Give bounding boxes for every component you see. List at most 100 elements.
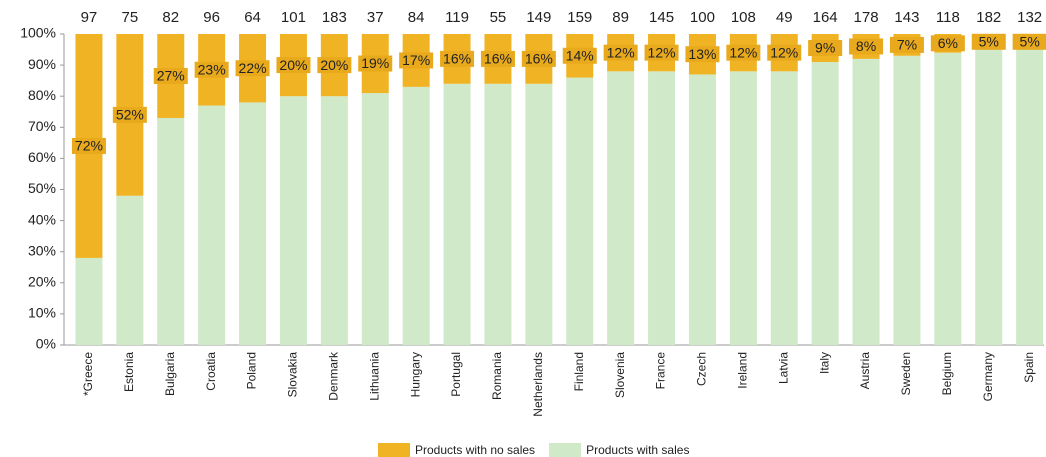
data-label: 19% xyxy=(361,55,389,71)
x-tick-label: Romania xyxy=(490,352,504,400)
bar-segment xyxy=(975,49,1003,346)
data-label: 5% xyxy=(1020,33,1040,49)
data-label-bg xyxy=(358,55,393,72)
bar-segment xyxy=(648,71,676,345)
data-label: 5% xyxy=(979,33,999,49)
y-tick-label: 60% xyxy=(28,149,56,165)
data-label: 12% xyxy=(607,44,635,60)
bar-segment xyxy=(484,83,512,345)
data-label: 12% xyxy=(648,44,676,60)
data-label-bg xyxy=(644,44,679,61)
data-label: 7% xyxy=(897,37,917,53)
data-label: 27% xyxy=(157,68,185,84)
bar-segment xyxy=(116,195,144,345)
data-label-bg xyxy=(889,36,924,53)
data-label: 20% xyxy=(320,57,348,73)
x-tick-label: Latvia xyxy=(776,352,790,384)
x-tick-label: Lithuania xyxy=(367,352,381,401)
data-label-bg xyxy=(603,44,638,61)
bar-total: 97 xyxy=(81,9,98,26)
data-label-bg xyxy=(235,60,270,77)
legend-swatch xyxy=(549,443,582,457)
bar-total: 183 xyxy=(322,9,347,26)
bar-segment xyxy=(811,61,839,346)
data-label: 16% xyxy=(443,51,471,67)
y-tick-label: 20% xyxy=(28,274,56,290)
bar-segment xyxy=(320,96,348,345)
y-tick-label: 70% xyxy=(28,118,56,134)
x-tick-label: Sweden xyxy=(899,352,913,395)
bar-segment xyxy=(934,52,962,345)
x-tick-label: Belgium xyxy=(940,352,954,395)
x-tick-label: Germany xyxy=(981,352,995,401)
bar-total: 75 xyxy=(122,9,139,26)
data-label-bg xyxy=(726,44,761,61)
data-label-bg xyxy=(276,57,311,74)
data-label: 72% xyxy=(75,138,103,154)
data-label: 14% xyxy=(566,47,594,63)
bar-total: 118 xyxy=(936,9,960,26)
bar-segment xyxy=(402,86,430,346)
data-label-bg xyxy=(930,35,965,52)
x-tick-label: Finland xyxy=(572,352,586,391)
data-label-bg xyxy=(685,46,720,63)
bar-total: 159 xyxy=(567,9,592,26)
bar-segment xyxy=(607,71,635,345)
bar-total: 178 xyxy=(854,9,879,26)
data-label-bg xyxy=(317,57,352,74)
y-tick-label: 90% xyxy=(28,56,56,72)
bar-total: 108 xyxy=(731,9,756,26)
bar-segment xyxy=(198,105,226,345)
bar-segment xyxy=(239,102,267,345)
x-tick-label: Bulgaria xyxy=(163,352,177,396)
data-label: 12% xyxy=(770,44,798,60)
bar-segment xyxy=(443,83,471,345)
bar-total: 145 xyxy=(649,9,674,26)
bar-total: 119 xyxy=(445,9,469,26)
bar-segment xyxy=(852,58,880,345)
y-tick-label: 80% xyxy=(28,87,56,103)
x-tick-label: Slovenia xyxy=(613,352,627,398)
bar-segment xyxy=(157,117,185,345)
bar-total: 82 xyxy=(162,9,179,26)
data-label-bg xyxy=(808,39,843,56)
bar-total: 55 xyxy=(490,9,507,26)
bar-total: 143 xyxy=(894,9,919,26)
legend-label: Products with sales xyxy=(586,443,689,457)
data-label-bg xyxy=(562,47,597,64)
x-tick-label: *Greece xyxy=(81,352,95,396)
y-tick-label: 40% xyxy=(28,211,56,227)
data-label-bg xyxy=(1012,33,1046,50)
x-tick-label: Slovakia xyxy=(286,352,300,398)
bar-total: 49 xyxy=(776,9,793,26)
bar-total: 101 xyxy=(281,9,306,26)
bar-segment xyxy=(279,96,307,345)
data-label: 12% xyxy=(729,44,757,60)
data-label: 8% xyxy=(856,38,876,54)
data-label-bg xyxy=(480,50,515,67)
data-label-bg xyxy=(521,50,556,67)
bar-segment xyxy=(688,74,716,346)
x-tick-label: Poland xyxy=(245,352,259,389)
data-label: 23% xyxy=(198,61,226,77)
data-label-bg xyxy=(440,50,475,67)
data-label-bg xyxy=(194,61,229,78)
x-tick-label: Italy xyxy=(817,352,831,374)
bar-segment xyxy=(729,71,757,345)
y-tick-label: 50% xyxy=(28,180,56,196)
data-label-bg xyxy=(849,38,884,55)
bar-segment xyxy=(75,257,103,345)
data-label: 16% xyxy=(484,51,512,67)
x-tick-label: Portugal xyxy=(449,352,463,397)
data-label-bg xyxy=(112,106,147,123)
bar-total: 37 xyxy=(367,9,384,26)
data-label-bg xyxy=(767,44,802,61)
data-label: 17% xyxy=(402,52,430,68)
bar-total: 84 xyxy=(408,9,425,26)
data-label-bg xyxy=(153,67,188,84)
data-label: 20% xyxy=(279,57,307,73)
y-tick-label: 10% xyxy=(28,305,56,321)
bar-segment xyxy=(525,83,553,345)
y-tick-label: 30% xyxy=(28,242,56,258)
